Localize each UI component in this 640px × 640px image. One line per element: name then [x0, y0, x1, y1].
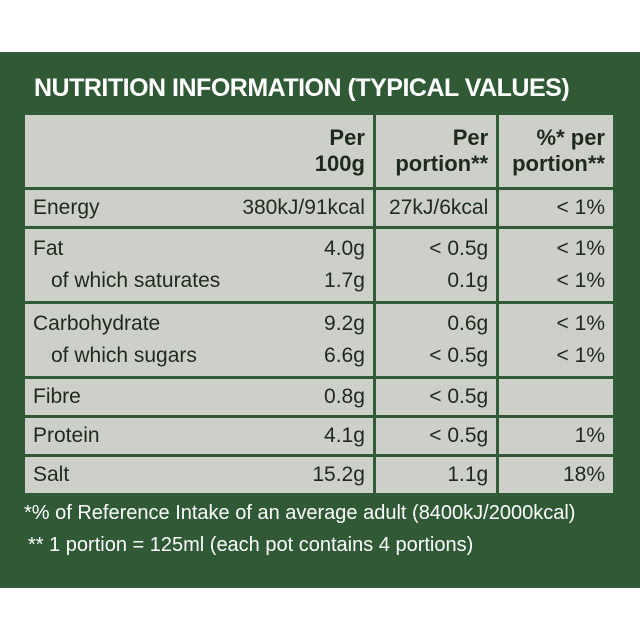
nutrient-value: 1.1g — [372, 454, 500, 496]
nutrient-row: Carbohydrate 9.2g 0.6g < 1% — [22, 301, 616, 340]
header-line: portion** — [512, 151, 605, 176]
header-line: Per — [452, 125, 489, 150]
nutrient-value: < 0.5g — [372, 376, 500, 418]
nutrient-row: Salt 15.2g 1.1g 18% — [22, 454, 616, 496]
nutrient-value: 1% — [496, 415, 616, 457]
nutrient-row: Energy 380kJ/91kcal 27kJ/6kcal < 1% — [22, 187, 616, 229]
header-row: Per 100g Per portion** %* per portion** — [22, 112, 616, 190]
nutrient-value: 4.0g — [228, 226, 376, 265]
label-panel: NUTRITION INFORMATION (TYPICAL VALUES) P… — [0, 52, 640, 588]
nutrient-row: of which saturates 1.7g 0.1g < 1% — [22, 265, 616, 304]
nutrient-name: Carbohydrate — [22, 301, 229, 340]
nutrient-value: 15.2g — [228, 454, 376, 496]
nutrient-name: of which saturates — [22, 265, 229, 304]
nutrient-value: 6.6g — [228, 340, 376, 379]
nutrient-value: 4.1g — [228, 415, 376, 457]
nutrient-row: Fibre 0.8g < 0.5g — [22, 376, 616, 418]
column-header: Per portion** — [372, 112, 500, 190]
header-line: %* per — [536, 125, 605, 150]
nutrient-value: < 0.5g — [372, 415, 500, 457]
nutrient-value: < 1% — [496, 265, 616, 304]
nutrient-value: 0.8g — [228, 376, 376, 418]
column-header: %* per portion** — [496, 112, 616, 190]
nutrient-value: < 1% — [496, 226, 616, 265]
nutrient-name: of which sugars — [22, 340, 229, 379]
nutrient-name: Protein — [22, 415, 229, 457]
nutrient-value: < 1% — [496, 340, 616, 379]
nutrient-value: < 1% — [496, 301, 616, 340]
column-header: Per 100g — [22, 112, 376, 190]
nutrient-value: < 1% — [496, 187, 616, 229]
nutrient-value: 1.7g — [228, 265, 376, 304]
nutrient-row: Fat 4.0g < 0.5g < 1% — [22, 226, 616, 265]
footnote: *% of Reference Intake of an average adu… — [24, 502, 576, 524]
footnote: ** 1 portion = 125ml (each pot contains … — [28, 534, 474, 556]
nutrient-row: Protein 4.1g < 0.5g 1% — [22, 415, 616, 457]
nutrient-row: of which sugars 6.6g < 0.5g < 1% — [22, 340, 616, 379]
nutrient-value — [496, 376, 616, 418]
nutrient-value: 9.2g — [228, 301, 376, 340]
nutrient-name: Energy — [22, 187, 229, 229]
nutrient-name: Fat — [22, 226, 229, 265]
nutrient-name: Fibre — [22, 376, 229, 418]
nutrient-value: 0.6g — [372, 301, 500, 340]
header-line: portion** — [395, 151, 489, 176]
header-line: Per — [329, 125, 365, 150]
title: NUTRITION INFORMATION (TYPICAL VALUES) — [34, 74, 570, 102]
table-body: Energy 380kJ/91kcal 27kJ/6kcal < 1% Fat 4.0g <… — [22, 187, 616, 496]
nutrient-value: 380kJ/91kcal — [228, 187, 376, 229]
nutrient-value: 18% — [496, 454, 616, 496]
nutrient-value: < 0.5g — [372, 226, 500, 265]
nutrient-value: < 0.5g — [372, 340, 500, 379]
nutrient-value: 0.1g — [372, 265, 500, 304]
nutrient-value: 27kJ/6kcal — [372, 187, 500, 229]
header-line: 100g — [314, 151, 365, 176]
nutrition-table: Per 100g Per portion** %* per portion** Energ… — [22, 112, 616, 496]
nutrient-name: Salt — [22, 454, 229, 496]
